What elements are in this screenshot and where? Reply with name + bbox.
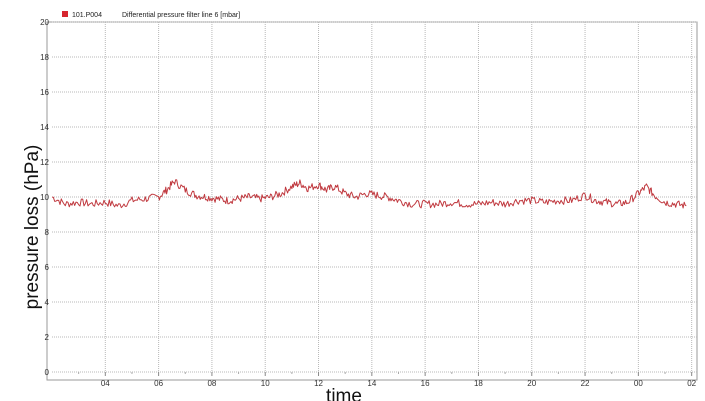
legend: 101.P004 Differential pressure filter li… [62,11,240,19]
x-tick-label: 00 [634,379,643,388]
series-lines [51,179,687,209]
x-axis-title: time [326,386,362,401]
y-tick-label: 20 [40,18,49,27]
series-line [51,179,687,209]
x-tick-label: 18 [474,379,483,388]
x-tick-label: 02 [687,379,696,388]
y-tick-label: 6 [45,263,50,272]
y-tick-label: 2 [45,333,50,342]
y-tick-label: 16 [40,88,49,97]
x-tick-label: 12 [314,379,323,388]
x-tick-label: 22 [581,379,590,388]
y-tick-label: 4 [45,298,50,307]
x-tick-label: 14 [367,379,376,388]
y-tick-label: 0 [45,368,50,377]
x-tick-label: 04 [101,379,110,388]
y-tick-label: 18 [40,53,49,62]
legend-swatch [62,11,68,17]
x-tick-label: 20 [527,379,536,388]
x-tick-label: 06 [154,379,163,388]
y-tick-label: 10 [40,193,49,202]
y-tick-label: 14 [40,123,49,132]
legend-series-name: Differential pressure filter line 6 [mba… [122,12,240,19]
y-axis-title: pressure loss (hPa) [22,145,43,310]
legend-series-id: 101.P004 [72,12,102,19]
x-tick-label: 16 [421,379,430,388]
y-tick-label: 12 [40,158,49,167]
y-tick-label: 8 [45,228,50,237]
x-tick-label: 10 [261,379,270,388]
x-tick-label: 08 [207,379,216,388]
